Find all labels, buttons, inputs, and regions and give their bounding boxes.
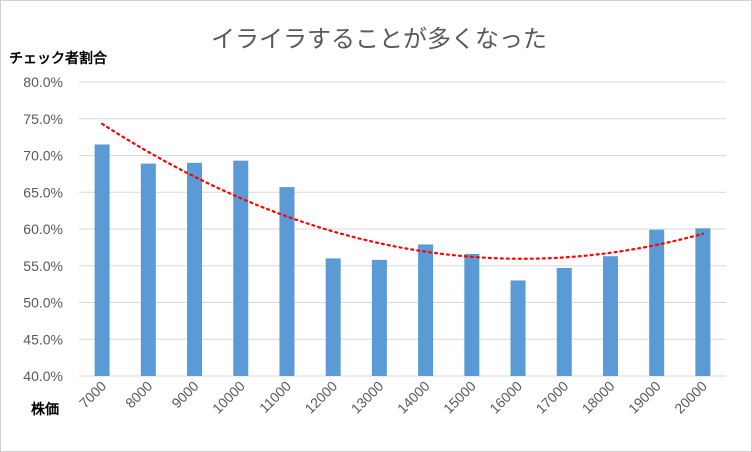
bar bbox=[510, 280, 526, 376]
x-axis-label: 株価 bbox=[31, 401, 59, 418]
bar-series bbox=[94, 144, 711, 376]
y-tick-label: 80.0% bbox=[23, 74, 63, 90]
bar bbox=[371, 259, 387, 376]
trendline bbox=[101, 122, 704, 260]
x-tick-label: 17000 bbox=[533, 378, 572, 417]
x-tick-label: 14000 bbox=[394, 378, 433, 417]
bar bbox=[556, 267, 572, 376]
bar bbox=[94, 144, 110, 376]
y-tick-label: 60.0% bbox=[23, 221, 63, 237]
x-tick-label: 12000 bbox=[301, 378, 340, 417]
gridlines bbox=[79, 81, 726, 377]
bar bbox=[187, 162, 203, 376]
x-tick-label: 8000 bbox=[122, 378, 155, 411]
bar bbox=[695, 228, 711, 376]
bar bbox=[325, 258, 341, 376]
x-tick-label: 16000 bbox=[486, 378, 525, 417]
bar bbox=[464, 253, 480, 376]
x-tick-label: 11000 bbox=[256, 378, 294, 416]
y-axis-label: チェック者割合 bbox=[9, 50, 108, 67]
y-tick-labels: 40.0% 45.0% 50.0% 55.0% 60.0% 65.0% 70.0% 75.0%… bbox=[23, 74, 63, 384]
x-tick-label: 15000 bbox=[440, 378, 479, 417]
trendline-path bbox=[101, 122, 704, 260]
x-tick-label: 9000 bbox=[168, 378, 201, 411]
y-tick-label: 55.0% bbox=[23, 258, 63, 274]
y-tick-label: 70.0% bbox=[23, 148, 63, 164]
bar bbox=[233, 160, 249, 376]
y-tick-label: 45.0% bbox=[23, 331, 63, 347]
bar bbox=[140, 163, 156, 376]
x-tick-label: 20000 bbox=[671, 378, 710, 417]
chart-title: イライラすることが多くなった bbox=[211, 25, 547, 53]
y-tick-label: 50.0% bbox=[23, 295, 63, 311]
x-tick-labels: 7000 8000 9000 10000 11000 12000 13000 14000 150… bbox=[76, 378, 710, 417]
x-tick-label: 18000 bbox=[579, 378, 618, 417]
y-tick-label: 40.0% bbox=[23, 368, 63, 384]
x-tick-label: 10000 bbox=[209, 378, 248, 417]
bar bbox=[279, 187, 295, 376]
x-tick-label: 7000 bbox=[76, 378, 109, 411]
x-tick-label: 13000 bbox=[348, 378, 387, 417]
bar bbox=[649, 229, 665, 376]
y-tick-label: 65.0% bbox=[23, 184, 63, 200]
y-tick-label: 75.0% bbox=[23, 111, 63, 127]
bar bbox=[418, 244, 434, 376]
x-tick-label: 19000 bbox=[625, 378, 664, 417]
bar bbox=[602, 256, 618, 376]
